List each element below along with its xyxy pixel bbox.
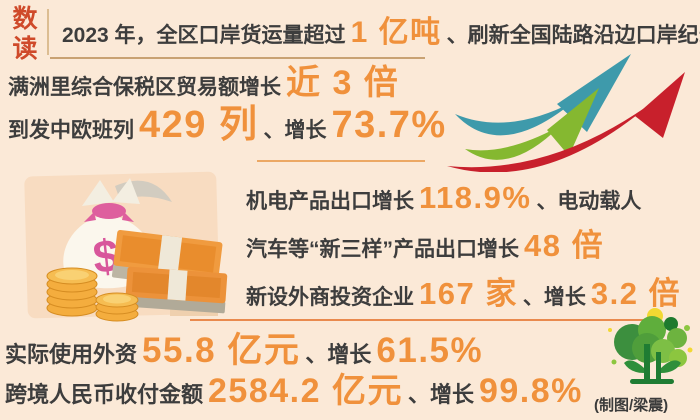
stat-label: 跨境人民币收付金额 <box>5 382 204 407</box>
stat-row-xinsanyang: 汽车等“新三样”产品出口增长 48 倍 <box>246 228 609 264</box>
coin-stack-large <box>46 267 98 317</box>
stat-value: 2584.2 亿元 <box>208 372 403 410</box>
stat-growth-value: 99.8% <box>478 372 583 410</box>
tree-trunk <box>644 344 650 380</box>
stat-row-waizi: 实际使用外资 55.8 亿元 、增长 61.5% <box>5 331 488 371</box>
stat-row-jidian: 机电产品出口增长 118.9% 、电动载人 <box>246 180 641 216</box>
bag-flap-right <box>112 178 140 204</box>
stat-label-growth: 、增长 <box>522 286 586 309</box>
red-arrow-body <box>447 102 653 172</box>
green-arrow-body <box>465 126 560 160</box>
stat-label: 机电产品出口增长 <box>246 190 414 213</box>
stat-label-growth: 、增长 <box>407 382 474 407</box>
section-divider-bottom <box>190 319 655 321</box>
stat-label-cont: 、电动载人 <box>536 190 642 213</box>
stat-label: 满洲里综合保税区贸易额增长 <box>8 76 281 99</box>
stat-value: 429 列 <box>139 104 259 146</box>
growth-arrows-graphic <box>447 54 685 172</box>
coin-stack-small <box>95 292 139 322</box>
stat-value: 55.8 亿元 <box>142 331 301 370</box>
bag-ribbon <box>92 203 126 219</box>
green-arrow-head <box>547 88 599 156</box>
stat-growth-value: 73.7% <box>331 104 447 146</box>
stat-growth-value: 3.2 倍 <box>590 276 682 311</box>
tree-leaf-left <box>624 360 644 373</box>
headline-row: 2023 年，全区口岸货运量超过 1 亿吨 、刷新全国陆路沿边口岸纪录 <box>62 16 700 51</box>
stat-label: 新设外商投资企业 <box>246 286 414 309</box>
stat-label-growth: 、增长 <box>263 119 327 142</box>
headline-note: 、刷新全国陆路沿边口岸纪录 <box>446 24 700 47</box>
brand-divider <box>47 9 49 55</box>
red-arrow-head <box>635 72 685 138</box>
stat-label: 实际使用外资 <box>5 342 138 367</box>
tree-icon <box>608 308 693 384</box>
headline-underline <box>50 57 425 59</box>
tree-leaf-right <box>661 360 681 373</box>
teal-arrow-body <box>455 102 573 136</box>
bag-flap-left <box>82 180 114 206</box>
stat-value: 近 3 倍 <box>286 64 400 102</box>
stat-row-waishang: 新设外商投资企业 167 家 、增长 3.2 倍 <box>246 276 686 312</box>
stat-row-banlie: 到发中欧班列 429 列 、增长 73.7% <box>8 104 452 148</box>
banknote-bundle-bottom <box>125 266 228 314</box>
stat-value: 48 倍 <box>524 228 605 263</box>
ribbon-tail-left <box>84 212 96 222</box>
stat-row-renminbi: 跨境人民币收付金额 2584.2 亿元 、增长 99.8% <box>5 372 588 411</box>
tree-base <box>630 379 674 384</box>
stat-label-growth: 、增长 <box>305 342 372 367</box>
brand-label: 数读 <box>9 5 37 65</box>
ribbon-tail-right <box>122 212 134 222</box>
credit-line: (制图/梁震) <box>594 397 669 414</box>
headline-text: 2023 年，全区口岸货运量超过 <box>62 24 346 47</box>
stat-growth-value: 61.5% <box>376 331 484 370</box>
section-divider-top <box>257 160 425 162</box>
stat-row-baoshui: 满洲里综合保税区贸易额增长 近 3 倍 <box>8 64 404 103</box>
stat-label: 到发中欧班列 <box>8 119 134 142</box>
stat-value: 167 家 <box>419 276 518 311</box>
headline-value: 1 亿吨 <box>350 16 442 49</box>
stat-value: 118.9% <box>419 180 532 215</box>
money-illustration: $ <box>24 171 228 322</box>
stat-label: 汽车等“新三样”产品出口增长 <box>246 238 519 261</box>
